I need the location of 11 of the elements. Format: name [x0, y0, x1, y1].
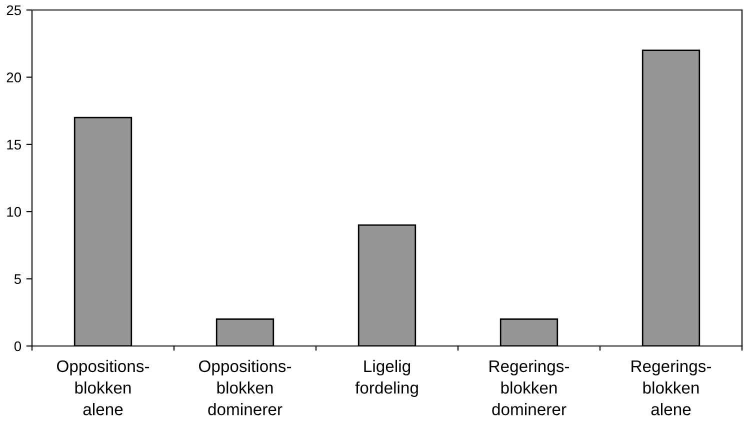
y-tick-label: 5 — [14, 274, 21, 284]
x-tick-label: Oppositions- blokken alene — [57, 360, 150, 416]
x-tick-label: Oppositions- blokken dominerer — [199, 360, 292, 416]
x-tick-label: Regerings- blokken dominerer — [490, 360, 570, 416]
x-tick-label: Ligelig fordeling — [355, 360, 418, 397]
y-tick-label: 20 — [6, 72, 22, 82]
y-tick-label: 25 — [6, 5, 22, 16]
y-tick-label: 15 — [7, 140, 22, 150]
y-tick-label: 10 — [7, 206, 22, 217]
y-tick-label: 0 — [14, 341, 22, 352]
x-tick-label: Regerings- blokken alene — [632, 360, 712, 416]
